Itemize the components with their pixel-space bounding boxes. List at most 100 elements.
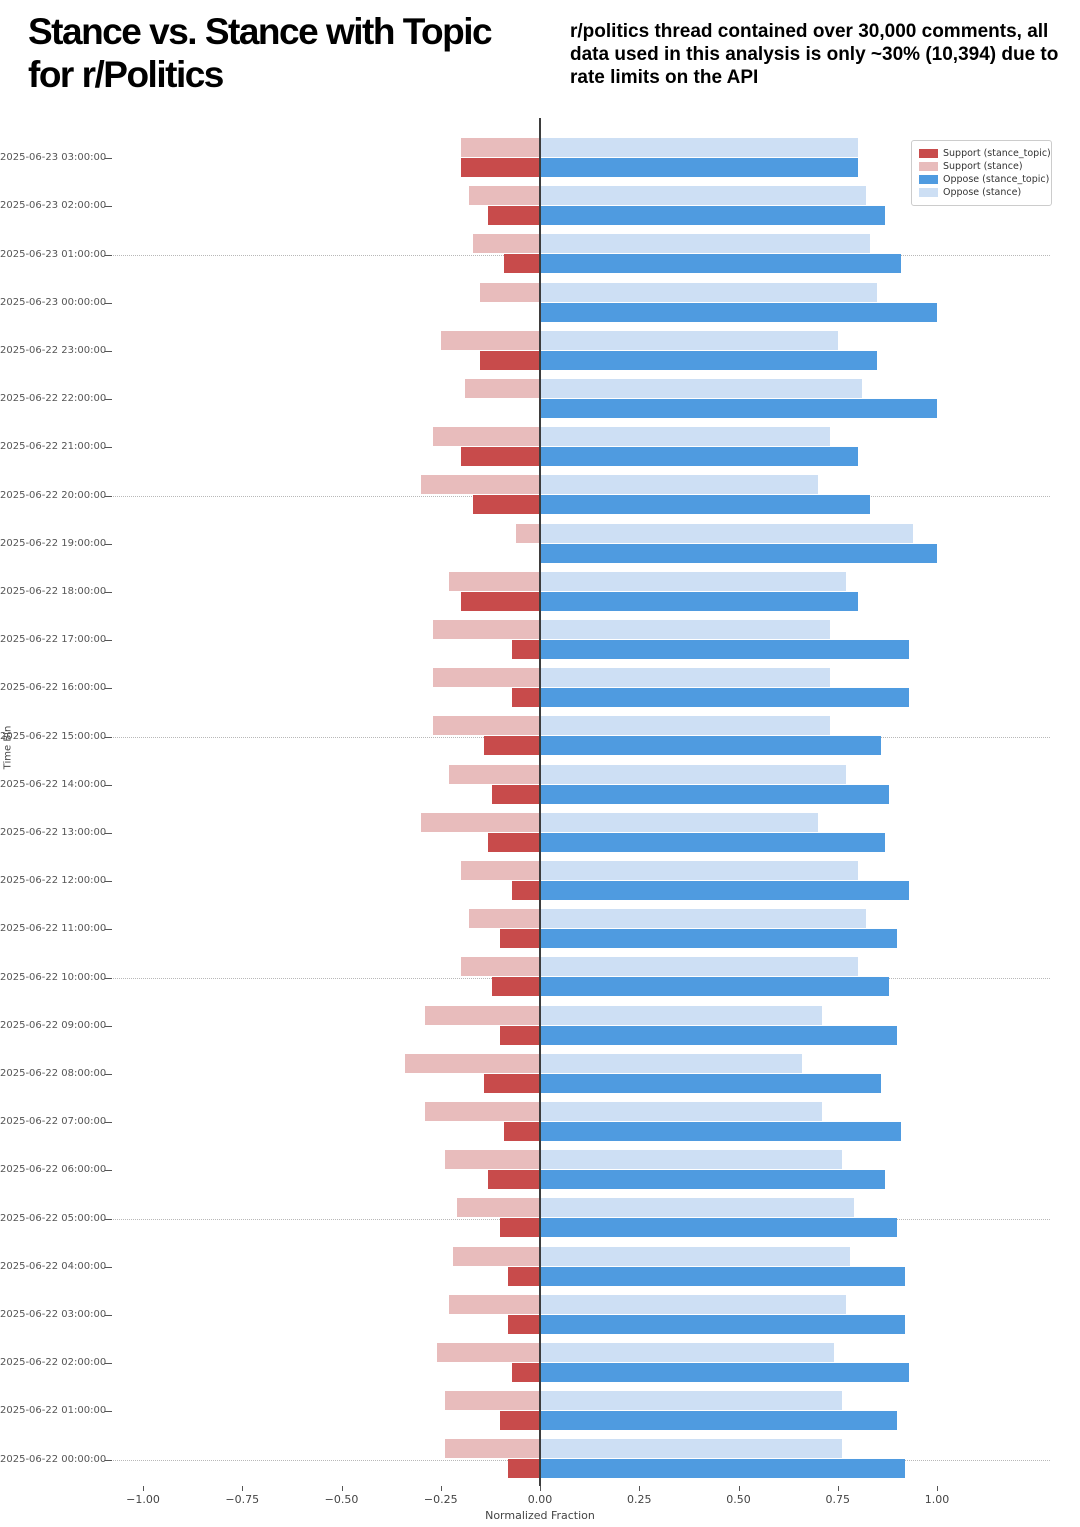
bar-support-stance-topic	[460, 158, 540, 177]
bar-support-stance	[448, 764, 540, 784]
bar-support-stance-topic	[484, 1073, 540, 1093]
y-tick-mark	[105, 832, 112, 834]
zero-axis-line	[539, 118, 541, 1486]
bar-support-stance-topic	[512, 1363, 540, 1382]
bar-oppose-stance-topic	[540, 591, 858, 611]
annotation-text: r/politics thread contained over 30,000 …	[570, 21, 1059, 89]
bar-oppose-stance-topic	[540, 1218, 898, 1238]
bar-support-stance-topic	[472, 495, 540, 515]
x-tick-label: 0.25	[627, 1492, 652, 1506]
y-tick-label: 2025-06-22 04:00:00	[0, 1260, 107, 1272]
bar-oppose-stance	[540, 620, 830, 639]
bar-support-stance-topic	[500, 1218, 540, 1238]
bar-oppose-stance-topic	[540, 543, 937, 563]
bar-oppose-stance	[540, 1053, 803, 1073]
bar-support-stance	[405, 1053, 540, 1073]
y-tick-label: 2025-06-23 02:00:00	[0, 200, 107, 212]
bar-oppose-stance-topic	[540, 350, 878, 370]
y-tick-label: 2025-06-22 21:00:00	[0, 441, 107, 453]
bar-oppose-stance-topic	[540, 640, 910, 659]
bar-support-stance	[464, 379, 540, 398]
y-tick-mark	[105, 350, 112, 352]
bar-support-stance	[468, 186, 540, 206]
y-tick-label: 2025-06-22 22:00:00	[0, 393, 107, 405]
bar-support-stance-topic	[508, 1459, 540, 1479]
bar-oppose-stance-topic	[540, 832, 886, 852]
bar-oppose-stance	[540, 379, 862, 398]
legend-item: Oppose (stance_topic)	[919, 174, 1049, 185]
y-tick-mark	[105, 1025, 112, 1027]
y-tick-label: 2025-06-22 14:00:00	[0, 778, 107, 790]
legend: Support (stance_topic) Support (stance) Op…	[911, 140, 1052, 206]
bar-support-stance-topic	[488, 1170, 540, 1190]
y-tick-mark	[105, 640, 112, 642]
y-tick-mark	[105, 399, 112, 401]
bar-support-stance	[444, 1439, 540, 1459]
bar-oppose-stance-topic	[540, 1025, 898, 1045]
x-tick-label: 0.00	[527, 1492, 553, 1506]
bar-oppose-stance	[540, 138, 858, 157]
y-tick-label: 2025-06-22 05:00:00	[0, 1212, 107, 1224]
bar-support-stance	[440, 330, 540, 350]
bar-oppose-stance-topic	[540, 929, 898, 949]
y-tick-mark	[105, 302, 112, 304]
x-tick-mark	[242, 1485, 244, 1491]
bar-oppose-stance	[540, 1343, 834, 1362]
bar-oppose-stance	[540, 1294, 846, 1314]
bar-support-stance-topic	[460, 591, 540, 611]
bar-support-stance	[448, 571, 540, 591]
legend-item: Oppose (stance)	[919, 187, 1044, 198]
y-tick-label: 2025-06-23 00:00:00	[0, 296, 107, 308]
bar-oppose-stance-topic	[540, 302, 937, 322]
bar-support-stance-topic	[504, 254, 540, 274]
bar-support-stance-topic	[484, 736, 540, 756]
y-tick-label: 2025-06-22 20:00:00	[0, 489, 107, 501]
bar-oppose-stance	[540, 1391, 842, 1411]
bar-oppose-stance-topic	[540, 977, 890, 997]
x-tick-mark	[639, 1485, 641, 1491]
x-tick-mark	[540, 1485, 541, 1491]
y-tick-mark	[105, 158, 112, 160]
y-tick-label: 2025-06-22 09:00:00	[0, 1019, 107, 1031]
bar-support-stance	[436, 1343, 540, 1362]
bar-oppose-stance	[540, 812, 818, 832]
y-tick-mark	[105, 1122, 112, 1124]
bar-support-stance	[420, 475, 540, 495]
y-tick-mark	[105, 1314, 112, 1316]
y-tick-mark	[105, 254, 112, 256]
y-tick-mark	[105, 881, 112, 883]
bar-oppose-stance-topic	[540, 784, 890, 804]
y-tick-mark	[105, 736, 112, 738]
bar-support-stance	[444, 1150, 540, 1170]
bar-oppose-stance	[540, 909, 866, 929]
y-tick-mark	[105, 1266, 112, 1268]
x-tick-label: −0.50	[324, 1492, 359, 1506]
legend-label: Support (stance_topic)	[943, 148, 1051, 159]
bar-support-stance	[424, 1005, 540, 1025]
y-tick-mark	[105, 495, 112, 497]
bar-support-stance	[432, 620, 540, 639]
y-tick-label: 2025-06-22 16:00:00	[0, 682, 107, 694]
bar-support-stance-topic	[508, 1266, 540, 1286]
bar-support-stance-topic	[500, 1025, 540, 1045]
bar-oppose-stance-topic	[540, 399, 937, 418]
y-tick-label: 2025-06-22 15:00:00	[0, 730, 107, 742]
bar-support-stance	[432, 668, 540, 688]
bar-oppose-stance	[540, 716, 830, 736]
bar-oppose-stance	[540, 523, 914, 543]
legend-item: Support (stance)	[919, 161, 1044, 172]
bar-oppose-stance	[540, 1198, 854, 1218]
bar-support-stance	[448, 1294, 540, 1314]
bar-oppose-stance	[540, 475, 818, 495]
y-tick-mark	[105, 543, 112, 545]
y-tick-label: 2025-06-22 10:00:00	[0, 971, 107, 983]
y-tick-label: 2025-06-22 19:00:00	[0, 537, 107, 549]
bar-support-stance-topic	[488, 206, 540, 226]
y-tick-mark	[105, 1459, 112, 1461]
bar-oppose-stance-topic	[540, 1170, 886, 1190]
bar-oppose-stance-topic	[540, 1459, 906, 1479]
bar-support-stance-topic	[488, 832, 540, 852]
bar-oppose-stance	[540, 1150, 842, 1170]
bar-support-stance	[516, 523, 540, 543]
bar-support-stance	[460, 861, 540, 880]
